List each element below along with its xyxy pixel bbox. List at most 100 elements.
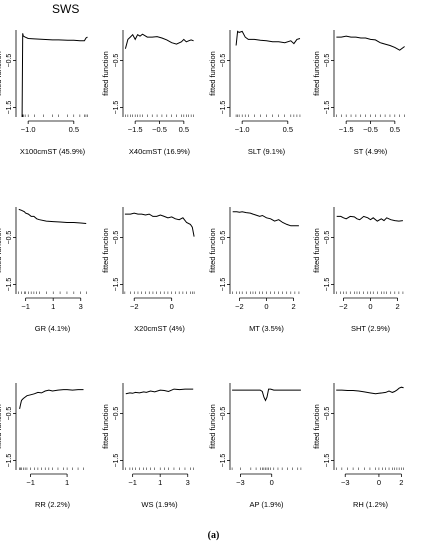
plots-grid: −0.5 −1.5 −1.0 0.5 fitted function X100cmST (…	[0, 30, 405, 509]
y-tick-label: −1.5	[220, 454, 227, 468]
series-line	[336, 35, 405, 51]
panel-5: −0.5 −1.5 −1 1 3 fitted function GR (4.1%)	[0, 207, 87, 333]
x-axis-label: X100cmST (45.9%)	[20, 147, 86, 156]
y-axis-label: fitted function	[0, 404, 3, 449]
series-line	[336, 386, 404, 395]
y-axis-label: fitted function	[0, 228, 3, 273]
x-axis-label: MT (3.5%)	[249, 324, 284, 333]
series-line	[232, 388, 301, 402]
panel-11: −0.5 −1.5 −3 0 fitted function AP (1.9%)	[208, 383, 302, 509]
y-tick-label: −1.5	[220, 101, 227, 115]
y-tick-label: −0.5	[324, 407, 331, 421]
x-tick-label: 2	[395, 302, 399, 311]
y-axis-label: fitted function	[312, 228, 321, 273]
x-tick-label: −1.5	[339, 125, 354, 134]
series-line	[124, 212, 195, 237]
series-line	[235, 30, 301, 46]
x-tick-label: −0.5	[363, 125, 378, 134]
y-tick-label: −0.5	[220, 231, 227, 245]
panel-8: −0.5 −1.5 −2 0 2 fitted function SHT (2.9%)	[312, 207, 404, 333]
panel-10: −0.5 −1.5 −1 1 3 fitted function WS (1.9%)	[101, 383, 194, 509]
rug	[231, 467, 302, 470]
x-tick-label: 1	[51, 302, 55, 311]
panel-3: −0.5 −1.5 −1.0 0.5 fitted function SLT (9.1%)	[208, 30, 301, 156]
rug	[124, 291, 195, 294]
y-tick-label: −0.5	[324, 231, 331, 245]
y-tick-label: −1.5	[113, 454, 120, 468]
x-tick-label: 2	[399, 478, 403, 487]
y-axis-label: fitted function	[208, 51, 217, 96]
x-axis-label: RH (1.2%)	[353, 500, 389, 509]
rug	[125, 467, 194, 470]
y-tick-label: −0.5	[6, 54, 13, 68]
y-axis-label: fitted function	[312, 51, 321, 96]
y-tick-label: −0.5	[220, 54, 227, 68]
y-tick-label: −0.5	[113, 231, 120, 245]
panel-4: −0.5 −1.5 −1.5 −0.5 0.5 fitted function ST (4.…	[312, 30, 405, 156]
y-axis-label: fitted function	[101, 228, 110, 273]
x-tick-label: −2	[235, 302, 244, 311]
rug	[336, 291, 404, 294]
series-line	[19, 389, 84, 410]
x-axis-label: X40cmST (16.9%)	[129, 147, 191, 156]
y-axis-label: fitted function	[312, 404, 321, 449]
figure-caption: (a)	[207, 530, 220, 541]
x-tick-label: −3	[236, 478, 245, 487]
x-tick-label: 0	[270, 478, 274, 487]
rug	[232, 291, 300, 294]
x-axis-label: RR (2.2%)	[35, 500, 71, 509]
y-tick-label: −0.5	[113, 54, 120, 68]
x-axis-label: ST (4.9%)	[354, 147, 388, 156]
x-axis-label: X20cmST (4%)	[134, 324, 185, 333]
x-tick-label: −1.0	[235, 125, 250, 134]
y-tick-label: −1.5	[6, 101, 13, 115]
x-axis-label: SLT (9.1%)	[248, 147, 286, 156]
x-tick-label: 2	[291, 302, 295, 311]
x-tick-label: −1	[21, 302, 30, 311]
series-line	[21, 33, 88, 118]
x-tick-label: 3	[186, 478, 190, 487]
y-axis-label: fitted function	[0, 51, 3, 96]
y-tick-label: −1.5	[324, 101, 331, 115]
rug	[125, 114, 194, 117]
y-tick-label: −0.5	[324, 54, 331, 68]
x-tick-label: −2	[130, 302, 139, 311]
rug	[21, 114, 88, 117]
x-tick-label: 0	[377, 478, 381, 487]
rug	[335, 467, 404, 470]
panel-1: −0.5 −1.5 −1.0 0.5 fitted function X100cmST (…	[0, 30, 88, 156]
x-tick-label: −0.5	[152, 125, 167, 134]
panel-2: −0.5 −1.5 −1.5 −0.5 0.5 fitted function X40cmS…	[101, 30, 194, 156]
x-tick-label: −1.5	[128, 125, 143, 134]
x-tick-label: 0.5	[390, 125, 400, 134]
rug	[19, 467, 84, 470]
y-tick-label: −0.5	[6, 407, 13, 421]
x-tick-label: −1	[26, 478, 35, 487]
y-tick-label: −1.5	[6, 278, 13, 292]
y-tick-label: −0.5	[220, 407, 227, 421]
y-axis-label: fitted function	[208, 228, 217, 273]
x-tick-label: 3	[79, 302, 83, 311]
x-axis-label: AP (1.9%)	[249, 500, 284, 509]
y-tick-label: −1.5	[324, 454, 331, 468]
panel-6: −0.5 −1.5 −2 0 fitted function X20cmST (4%)	[101, 207, 195, 333]
x-tick-label: 0	[170, 302, 174, 311]
x-tick-label: 1	[65, 478, 69, 487]
x-axis-label: GR (4.1%)	[35, 324, 71, 333]
x-tick-label: 1	[158, 478, 162, 487]
series-line	[232, 211, 299, 227]
y-tick-label: −1.5	[324, 278, 331, 292]
series-line	[124, 33, 194, 49]
x-tick-label: −3	[341, 478, 350, 487]
rug	[336, 114, 405, 117]
y-axis-label: fitted function	[208, 404, 217, 449]
y-axis-label: fitted function	[101, 404, 110, 449]
y-tick-label: −1.5	[220, 278, 227, 292]
x-tick-label: 0.5	[179, 125, 189, 134]
y-tick-label: −0.5	[113, 407, 120, 421]
x-tick-label: −1	[128, 478, 137, 487]
series-line	[125, 388, 194, 395]
rug	[235, 114, 301, 117]
x-tick-label: −2	[339, 302, 348, 311]
x-tick-label: 0	[264, 302, 268, 311]
